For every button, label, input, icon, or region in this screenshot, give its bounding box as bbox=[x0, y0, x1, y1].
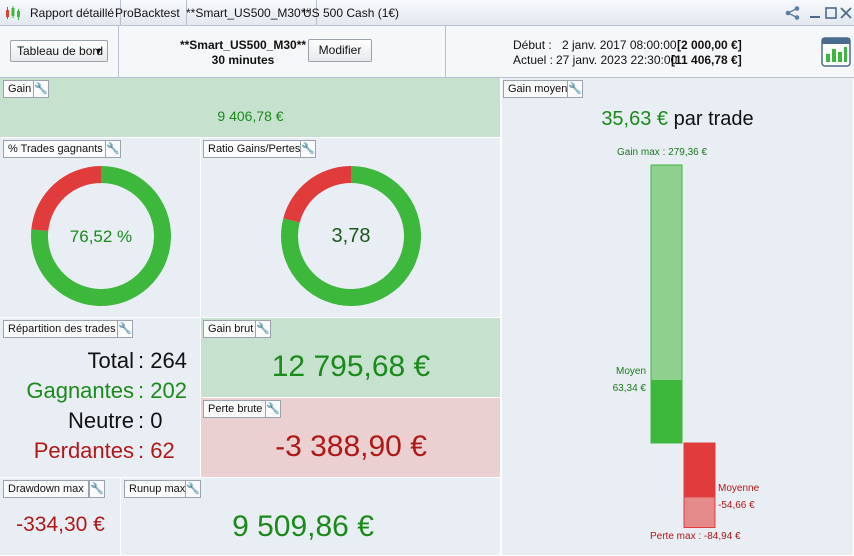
drawdown-label: Drawdown max bbox=[3, 480, 89, 498]
gain-label: Gain bbox=[3, 80, 37, 98]
current-capital: [11 406,78 €] bbox=[671, 53, 742, 67]
average-win-bar bbox=[651, 379, 682, 443]
winning-trades-count: 202 bbox=[150, 378, 187, 403]
start-capital: [2 000,00 €] bbox=[677, 38, 742, 52]
wrench-icon[interactable]: 🔧 bbox=[105, 140, 121, 158]
average-gain-label: Gain moyen bbox=[503, 80, 573, 98]
average-gain-headline: 35,63 € par trade bbox=[501, 108, 854, 131]
current-date: 27 janv. 2023 22:30:00 bbox=[556, 53, 678, 67]
win-rate-loss-segment bbox=[31, 166, 101, 231]
ratio-value: 3,78 bbox=[331, 225, 371, 247]
tab-rapport-detaille[interactable]: Rapport détaillé bbox=[24, 0, 122, 26]
report-chart-icon[interactable] bbox=[820, 36, 852, 68]
runup-value: 9 509,86 € bbox=[232, 510, 374, 543]
max-loss-text: Perte max : -84,94 € bbox=[650, 531, 741, 542]
trade-breakdown-panel bbox=[0, 318, 201, 478]
gross-loss-label: Perte brute bbox=[203, 400, 268, 418]
average-win-value: 63,34 € bbox=[612, 383, 646, 394]
gross-loss-value: -3 388,90 € bbox=[275, 430, 427, 463]
wrench-icon[interactable]: 🔧 bbox=[300, 140, 316, 158]
wrench-icon[interactable]: 🔧 bbox=[185, 480, 201, 498]
maximize-icon[interactable] bbox=[824, 5, 838, 21]
gross-profit-label: Gain brut bbox=[203, 320, 259, 338]
ratio-loss-segment bbox=[283, 166, 351, 223]
separator: : bbox=[138, 348, 151, 373]
separator: : bbox=[138, 438, 151, 463]
trade-breakdown-label: Répartition des trades bbox=[3, 320, 121, 338]
minimize-icon[interactable] bbox=[808, 5, 822, 21]
modify-button[interactable]: Modifier bbox=[308, 39, 372, 62]
losing-trades-label: Perdantes bbox=[33, 438, 134, 463]
wrench-icon[interactable]: 🔧 bbox=[117, 320, 133, 338]
winning-trades-label: Gagnantes bbox=[26, 378, 134, 403]
max-gain-text: Gain max : 279,36 € bbox=[617, 147, 708, 158]
win-rate-label: % Trades gagnants bbox=[3, 140, 108, 158]
average-loss-label: Moyenne bbox=[718, 483, 760, 494]
wrench-icon[interactable]: 🔧 bbox=[265, 400, 281, 418]
neutral-trades-label: Neutre bbox=[67, 408, 134, 433]
tab-instrument[interactable]: US 500 Cash (1€) bbox=[303, 6, 400, 20]
win-rate-value: 76,52 % bbox=[69, 227, 133, 246]
wrench-icon[interactable]: 🔧 bbox=[33, 80, 49, 98]
caret-down-icon: ▼ bbox=[94, 46, 103, 56]
gross-profit-value: 12 795,68 € bbox=[271, 350, 431, 383]
tab-probacktest[interactable]: ProBacktest bbox=[109, 0, 187, 26]
dashboard-select-label: Tableau de bord bbox=[17, 44, 104, 58]
gain-value: 9 406,78 € bbox=[217, 108, 284, 124]
header-divider bbox=[445, 26, 446, 78]
report-header bbox=[0, 26, 854, 78]
tab-strategy[interactable]: **Smart_US500_M30** bbox=[180, 0, 318, 26]
losing-trades-count: 62 bbox=[150, 438, 175, 463]
wrench-icon[interactable]: 🔧 bbox=[89, 480, 105, 498]
candlestick-chart-icon bbox=[6, 6, 20, 20]
strategy-timeframe: 30 minutes bbox=[211, 53, 275, 67]
average-win-label: Moyen bbox=[615, 366, 646, 377]
close-icon[interactable] bbox=[839, 5, 853, 21]
win-rate-donut bbox=[31, 166, 172, 306]
average-gain-suffix: par trade bbox=[673, 108, 754, 130]
strategy-name: **Smart_US500_M30** bbox=[179, 38, 307, 52]
separator: : bbox=[138, 408, 151, 433]
start-date: 2 janv. 2017 08:00:00 bbox=[562, 38, 677, 52]
neutral-trades-value: : 0 bbox=[138, 408, 162, 434]
total-trades-count: 264 bbox=[150, 348, 187, 373]
start-label: Début : bbox=[513, 38, 552, 52]
wrench-icon[interactable]: 🔧 bbox=[567, 80, 583, 98]
dashboard-select[interactable]: Tableau de bord ▼ bbox=[10, 40, 108, 62]
losing-trades-value: : 62 bbox=[138, 438, 175, 464]
header-divider bbox=[118, 26, 119, 78]
total-trades-label: Total bbox=[87, 348, 134, 373]
current-label: Actuel : bbox=[513, 53, 554, 67]
title-bar bbox=[0, 0, 854, 26]
ratio-donut bbox=[281, 166, 421, 306]
runup-label: Runup max bbox=[124, 480, 191, 498]
drawdown-value: -334,30 € bbox=[16, 513, 105, 536]
wrench-icon[interactable]: 🔧 bbox=[255, 320, 271, 338]
share-icon[interactable] bbox=[784, 5, 802, 21]
neutral-trades-count: 0 bbox=[150, 408, 163, 433]
total-trades-value: : 264 bbox=[138, 348, 187, 374]
separator: : bbox=[138, 378, 151, 403]
average-gain-bar-chart bbox=[650, 164, 716, 529]
gain-panel bbox=[0, 78, 501, 138]
winning-trades-value: : 202 bbox=[138, 378, 187, 404]
ratio-label: Ratio Gains/Pertes bbox=[203, 140, 306, 158]
average-gain-value: 35,63 € bbox=[601, 108, 669, 130]
average-loss-bar bbox=[684, 443, 715, 498]
average-loss-value: -54,66 € bbox=[718, 500, 755, 511]
